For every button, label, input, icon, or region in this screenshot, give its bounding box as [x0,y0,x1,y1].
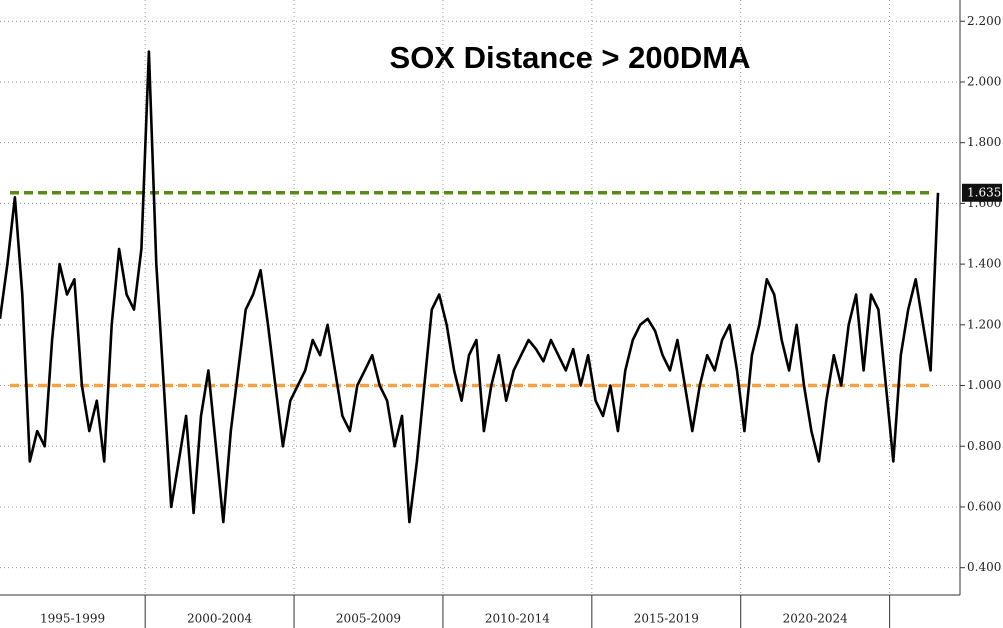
last-value-label: 1.635 [967,185,1001,199]
y-tick-label: 1.400 [967,257,1001,271]
y-tick-label: 2.200 [967,14,1001,28]
x-tick-label: 2000-2004 [187,612,252,626]
x-tick-label: 2010-2014 [485,612,550,626]
x-tick-label: 1995-1999 [40,612,105,626]
y-tick-label: 0.400 [967,560,1001,574]
y-tick-label: 1.800 [967,135,1001,149]
chart-title: SOX Distance > 200DMA [390,40,751,75]
y-tick-label: 0.800 [967,439,1001,453]
x-tick-label: 2015-2019 [634,612,699,626]
y-tick-label: 1.200 [967,317,1001,331]
y-tick-label: 0.600 [967,499,1001,513]
series-line [0,50,940,524]
last-value-box [962,183,1002,202]
x-tick-label: 2020-2024 [783,612,848,626]
y-tick-label: 2.000 [967,74,1001,88]
y-tick-label: 1.000 [967,378,1001,392]
x-tick-label: 2005-2009 [336,612,401,626]
